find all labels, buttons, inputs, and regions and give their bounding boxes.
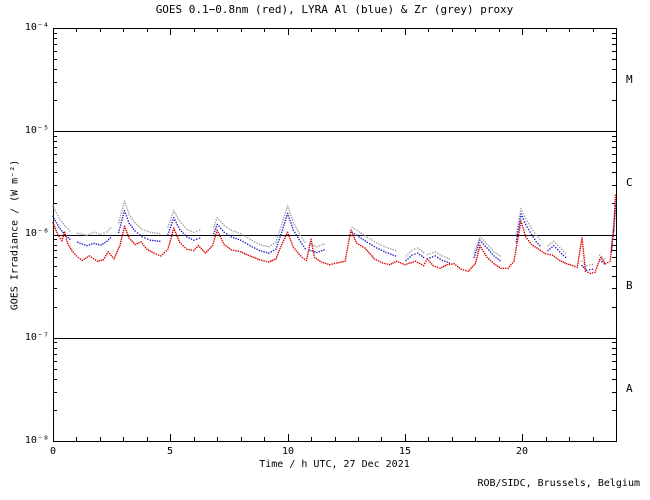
y-tick-label-1e-8: 10⁻⁸ <box>24 435 49 446</box>
axes-frame <box>53 28 617 442</box>
flare-class-label-b: B <box>626 279 633 292</box>
credit-text: ROB/SIDC, Brussels, Belgium <box>477 478 640 489</box>
y-tick-label-1e-7: 10⁻⁷ <box>24 332 49 343</box>
chart-title: GOES 0.1−0.8nm (red), LYRA Al (blue) & Z… <box>155 3 514 16</box>
y-tick-label-1e-4: 10⁻⁴ <box>24 22 49 33</box>
flare-class-label-c: C <box>626 176 633 189</box>
x-tick-label-15: 15 <box>398 446 412 457</box>
series-goes-xrs-dots <box>52 194 617 275</box>
x-tick-label-10: 10 <box>281 446 295 457</box>
x-axis-label: Time / h UTC, 27 Dec 2021 <box>259 459 410 470</box>
x-tick-label-0: 0 <box>49 446 57 457</box>
x-tick-label-5: 5 <box>166 446 174 457</box>
series-lyra-zr-dots <box>52 200 617 267</box>
flare-class-label-m: M <box>626 73 633 86</box>
y-tick-label-1e-6: 10⁻⁶ <box>24 228 49 239</box>
series-lyra-al-dots <box>52 205 617 271</box>
y-tick-label-1e-5: 10⁻⁵ <box>24 125 49 136</box>
x-tick-label-20: 20 <box>515 446 529 457</box>
flare-class-label-a: A <box>626 382 633 395</box>
